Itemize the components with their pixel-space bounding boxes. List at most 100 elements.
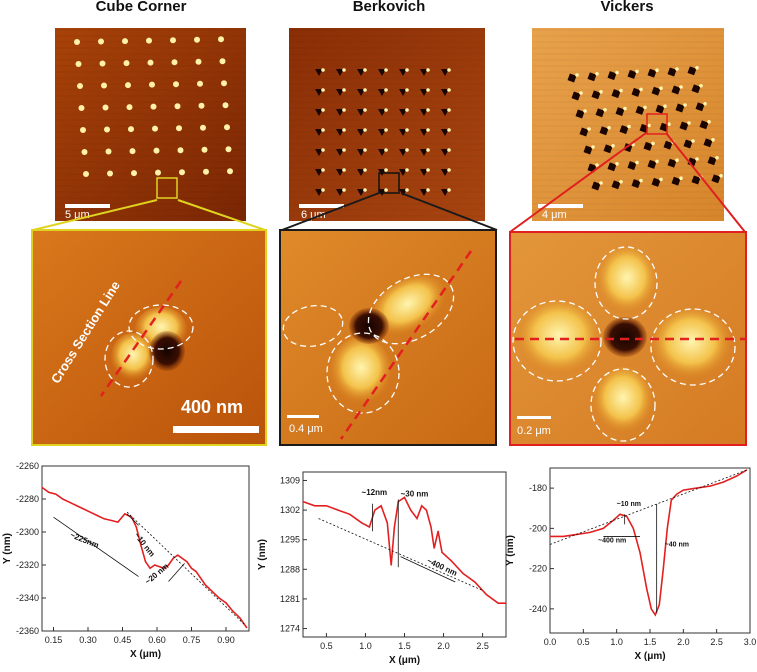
indent-mark bbox=[607, 71, 617, 81]
data-point bbox=[225, 602, 227, 604]
title-vickers: Vickers bbox=[600, 0, 654, 15]
indent-mark bbox=[336, 129, 344, 136]
indent-mark bbox=[378, 129, 386, 136]
indent-mark bbox=[420, 109, 428, 116]
data-point bbox=[421, 505, 423, 507]
indent-mark bbox=[179, 169, 185, 176]
data-point bbox=[154, 564, 156, 566]
indent-mark bbox=[441, 89, 449, 96]
indent-mark bbox=[146, 37, 152, 44]
data-point bbox=[430, 526, 432, 528]
x-tick-label: 0.90 bbox=[217, 635, 235, 645]
data-point bbox=[549, 535, 551, 538]
indent-mark bbox=[420, 69, 428, 76]
annotation: ~30 nm bbox=[401, 490, 429, 499]
data-point bbox=[149, 567, 151, 569]
data-point bbox=[103, 518, 105, 520]
indent-mark bbox=[357, 109, 365, 116]
berk-bump-2 bbox=[282, 304, 344, 348]
indent-mark bbox=[126, 104, 133, 111]
data-point bbox=[110, 519, 112, 522]
indent-mark bbox=[123, 60, 130, 67]
zoom-cube-corner: Cross Section Line 400 nm bbox=[31, 229, 267, 446]
data-point bbox=[204, 584, 206, 586]
data-point bbox=[135, 526, 137, 528]
data-point bbox=[239, 617, 241, 619]
data-point bbox=[349, 513, 351, 515]
indent-mark bbox=[595, 108, 605, 118]
indent-mark bbox=[659, 122, 669, 132]
zoom-berkovich: 0.4 μm bbox=[279, 229, 497, 446]
indent-mark bbox=[98, 38, 104, 45]
data-point bbox=[662, 568, 664, 570]
data-point bbox=[69, 501, 71, 503]
indent-mark bbox=[399, 89, 407, 96]
data-point bbox=[497, 602, 499, 604]
data-point bbox=[368, 526, 370, 528]
indent-mark bbox=[357, 169, 365, 176]
indent-mark bbox=[155, 169, 161, 176]
x-tick-label: 0.45 bbox=[114, 635, 132, 645]
indent-mark bbox=[81, 149, 88, 155]
data-point bbox=[670, 499, 672, 501]
indent-mark bbox=[336, 109, 344, 116]
vick-bump-2 bbox=[512, 300, 602, 382]
vick-bump-4 bbox=[590, 368, 656, 442]
indent-mark bbox=[315, 109, 323, 116]
indent-mark bbox=[198, 102, 205, 109]
indent-mark bbox=[378, 89, 386, 96]
indent-mark bbox=[315, 169, 323, 176]
indent-mark bbox=[357, 89, 365, 96]
indent-mark bbox=[357, 129, 365, 136]
data-point bbox=[246, 627, 248, 629]
data-point bbox=[654, 614, 656, 616]
x-axis-label: X (μm) bbox=[634, 651, 665, 662]
data-point bbox=[163, 567, 165, 569]
indent-mark bbox=[399, 149, 407, 156]
indent-mark bbox=[315, 129, 323, 136]
indent-mark bbox=[171, 59, 178, 66]
scale-bar bbox=[173, 426, 259, 433]
indent-mark bbox=[647, 159, 657, 169]
indent-mark bbox=[152, 125, 158, 132]
indent-mark bbox=[651, 177, 661, 187]
indent-mark bbox=[420, 149, 428, 156]
indent-mark bbox=[587, 72, 597, 82]
x-tick-label: 2.5 bbox=[476, 641, 489, 651]
data-point bbox=[82, 508, 84, 510]
annotation: ~400 nm bbox=[426, 556, 459, 578]
indent-mark bbox=[218, 36, 224, 43]
indent-mark bbox=[105, 148, 112, 155]
indent-mark bbox=[221, 80, 227, 87]
y-tick-label: -180 bbox=[529, 483, 547, 493]
scale-bar bbox=[299, 204, 344, 208]
indent-mark bbox=[225, 146, 232, 153]
indent-mark bbox=[651, 86, 661, 96]
profile-line bbox=[302, 496, 506, 604]
indent-mark bbox=[671, 85, 681, 95]
indent-mark bbox=[336, 69, 344, 76]
indent-mark bbox=[336, 89, 344, 96]
data-point bbox=[602, 527, 604, 529]
scale-bar bbox=[517, 416, 551, 419]
data-point bbox=[360, 522, 363, 524]
indent-mark bbox=[695, 102, 705, 112]
x-tick-label: 1.0 bbox=[610, 637, 623, 647]
baseline bbox=[318, 518, 483, 591]
data-point bbox=[658, 604, 660, 606]
indent-mark bbox=[315, 149, 323, 156]
x-tick-label: 1.5 bbox=[644, 637, 657, 647]
cross-section-line bbox=[339, 250, 473, 440]
scale-label: 0.2 μm bbox=[517, 425, 551, 437]
data-point bbox=[390, 564, 392, 566]
data-point bbox=[433, 547, 435, 549]
x-tick-label: 1.0 bbox=[359, 641, 372, 651]
data-point bbox=[386, 522, 388, 524]
data-point bbox=[505, 602, 507, 604]
indent-mark bbox=[315, 69, 323, 76]
y-tick-label: -2300 bbox=[16, 527, 39, 537]
scale-label: 400 nm bbox=[181, 397, 244, 417]
indent-mark bbox=[655, 104, 665, 114]
data-point bbox=[200, 577, 202, 579]
scale-label: 4 μm bbox=[542, 209, 567, 221]
